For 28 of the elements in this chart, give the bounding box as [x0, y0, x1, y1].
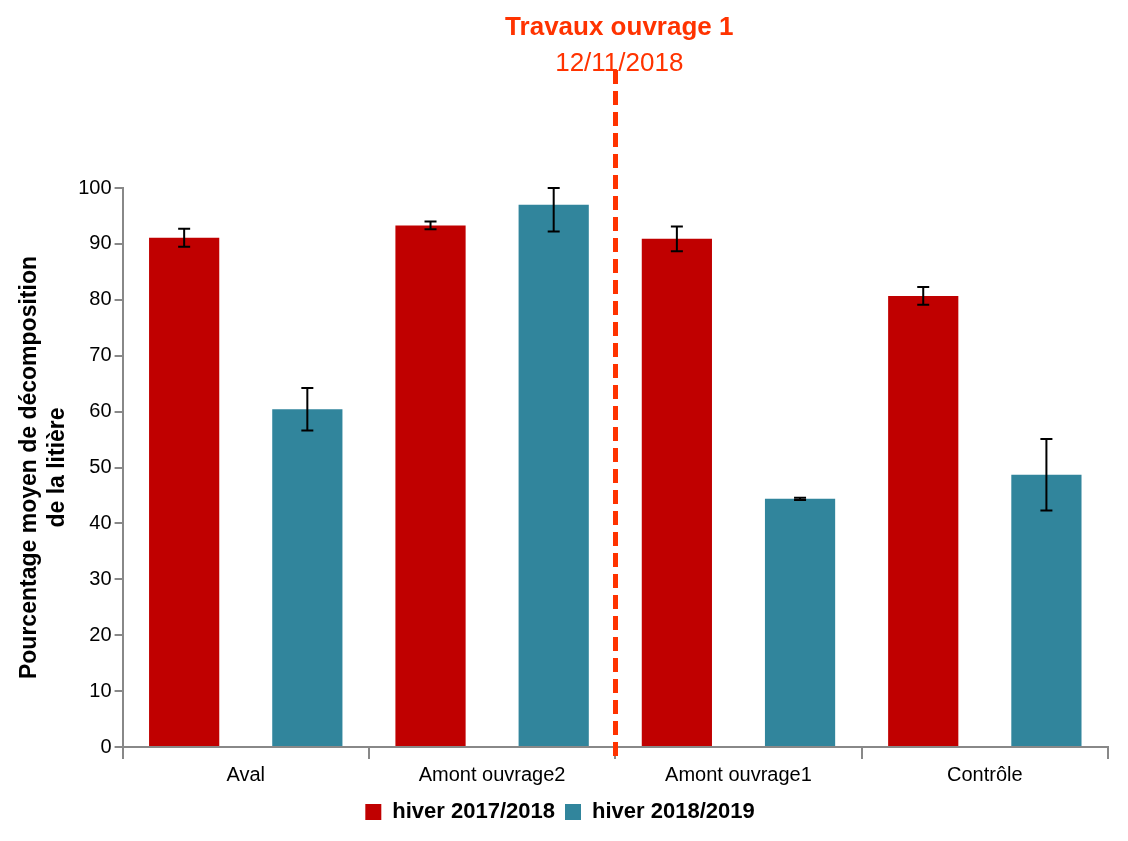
y-tick-label: 20 — [89, 622, 112, 645]
bar — [641, 238, 712, 746]
x-tick-label: Aval — [226, 762, 266, 785]
bar — [395, 225, 466, 746]
y-tick-label: 10 — [89, 678, 112, 701]
x-tick-label: Amont ouvrage1 — [665, 762, 812, 785]
x-tick-label: Contrôle — [947, 762, 1023, 785]
bar — [888, 295, 959, 746]
y-tick-label: 40 — [89, 510, 112, 533]
bar — [272, 409, 343, 746]
bar — [764, 498, 836, 746]
legend-label: hiver 2018/2019 — [592, 798, 755, 824]
y-tick-label: 90 — [89, 231, 112, 254]
y-tick-label: 80 — [89, 287, 112, 310]
y-tick-label: 70 — [89, 343, 112, 366]
text: Travaux ouvrage 1 — [505, 11, 734, 41]
legend-label: hiver 2017/2018 — [392, 798, 556, 824]
y-tick-label: 0 — [100, 734, 112, 757]
y-tick-label: 50 — [89, 455, 112, 478]
y-tick-label: 30 — [89, 566, 112, 589]
bar — [1011, 474, 1082, 746]
bar — [149, 237, 220, 746]
text: 12/11/2018 — [555, 47, 684, 77]
y-axis-title: Pourcentage moyen de décomposition de la litière — [15, 255, 69, 680]
y-tick-label: 60 — [89, 399, 112, 422]
bar — [518, 204, 589, 746]
x-tick-label: Amont ouvrage2 — [418, 762, 566, 785]
y-tick-label: 100 — [78, 175, 112, 198]
